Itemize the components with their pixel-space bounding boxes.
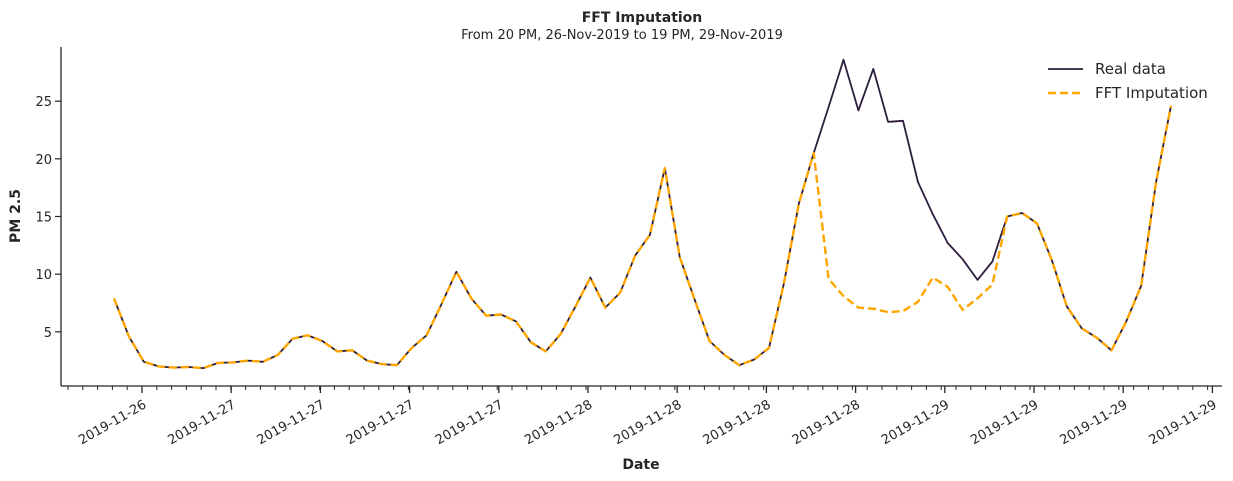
series-line-fft-imputation [112, 105, 1173, 370]
y-tick-label: 15 [35, 211, 52, 226]
x-tick-label: 2019-11-28 [522, 397, 595, 448]
x-tick-label: 2019-11-29 [1057, 397, 1130, 448]
x-tick-label: 2019-11-28 [611, 397, 684, 448]
x-tick-label: 2019-11-28 [790, 397, 863, 448]
x-tick-label: 2019-11-28 [701, 397, 774, 448]
x-tick-label: 2019-11-26 [76, 397, 149, 448]
y-tick-label: 10 [35, 268, 52, 283]
y-axis-label: PM 2.5 [8, 189, 24, 243]
axes: 5 10 15 20 25 2019-11-26 2019-11-27 2019-11-27 2… [35, 47, 1222, 448]
legend-label: FFT Imputation [1095, 84, 1208, 102]
y-tick-label: 5 [44, 326, 52, 341]
series-line-real-data [113, 58, 1172, 370]
x-axis-label: Date [622, 457, 659, 473]
x-tick-label: 2019-11-27 [255, 397, 328, 448]
x-tick-label: 2019-11-29 [879, 397, 952, 448]
legend: Real data FFT Imputation [1048, 60, 1208, 102]
x-tick-label: 2019-11-29 [968, 397, 1041, 448]
x-tick-label: 2019-11-27 [165, 397, 238, 448]
x-tick-label: 2019-11-29 [1147, 397, 1220, 448]
x-tick-label: 2019-11-27 [433, 397, 506, 448]
legend-label: Real data [1095, 60, 1166, 78]
chart-title: FFT Imputation [582, 10, 703, 26]
y-tick-label: 25 [35, 95, 52, 110]
y-tick-label: 20 [35, 153, 52, 168]
chart-subtitle: From 20 PM, 26-Nov-2019 to 19 PM, 29-Nov… [461, 28, 783, 43]
plot-lines [112, 58, 1173, 370]
x-tick-label: 2019-11-27 [344, 397, 417, 448]
